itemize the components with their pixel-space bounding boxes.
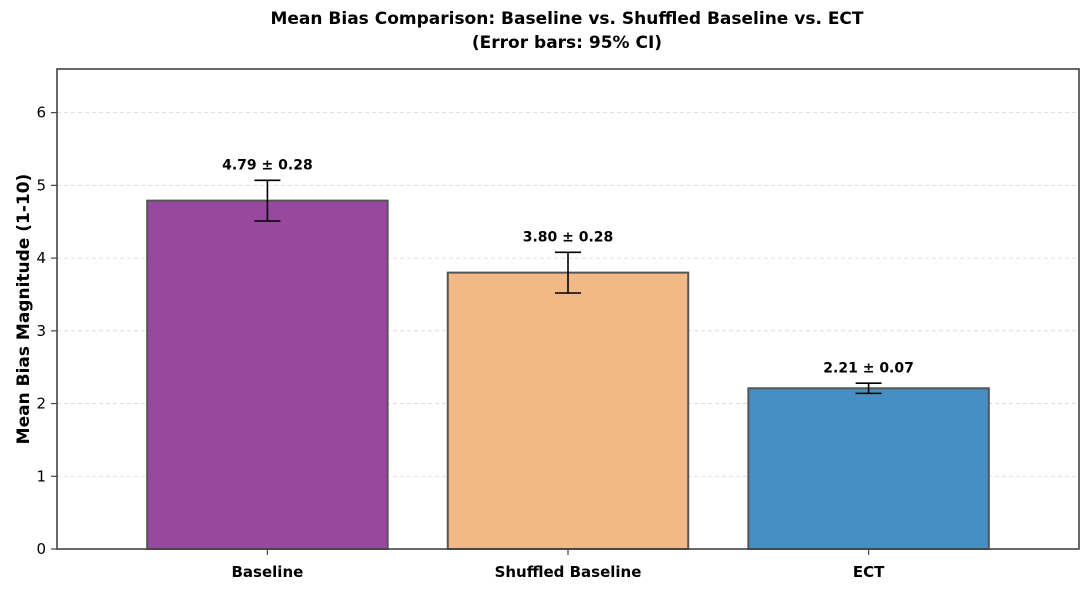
bar-baseline bbox=[146, 199, 389, 551]
y-tick-label: 2 bbox=[36, 395, 46, 413]
y-tick-label: 1 bbox=[36, 467, 46, 485]
data-label: 4.79 ± 0.28 bbox=[222, 157, 313, 173]
bar-shuffled-baseline bbox=[446, 271, 690, 550]
y-tick-label: 3 bbox=[36, 322, 46, 340]
x-tick-label: Baseline bbox=[232, 563, 304, 581]
y-tick-label: 4 bbox=[36, 249, 46, 267]
y-axis-ticks: 0 1 2 3 4 5 6 bbox=[36, 104, 57, 558]
x-tick-label: Shuffled Baseline bbox=[495, 563, 642, 581]
y-tick-label: 0 bbox=[36, 540, 46, 558]
x-axis-ticks: Baseline Shuffled Baseline ECT bbox=[232, 549, 885, 581]
chart-subtitle: (Error bars: 95% CI) bbox=[472, 33, 662, 53]
x-tick-label: ECT bbox=[853, 563, 885, 581]
data-labels: 4.79 ± 0.28 3.80 ± 0.28 2.21 ± 0.07 bbox=[222, 157, 914, 376]
bar-ect bbox=[747, 387, 990, 551]
y-tick-label: 6 bbox=[36, 104, 46, 122]
y-axis-label: Mean Bias Magnitude (1-10) bbox=[14, 174, 34, 445]
data-label: 2.21 ± 0.07 bbox=[823, 360, 914, 376]
chart-title: Mean Bias Comparison: Baseline vs. Shuff… bbox=[270, 9, 863, 29]
data-label: 3.80 ± 0.28 bbox=[523, 229, 614, 245]
error-bars bbox=[254, 179, 882, 395]
y-tick-label: 5 bbox=[36, 176, 46, 194]
